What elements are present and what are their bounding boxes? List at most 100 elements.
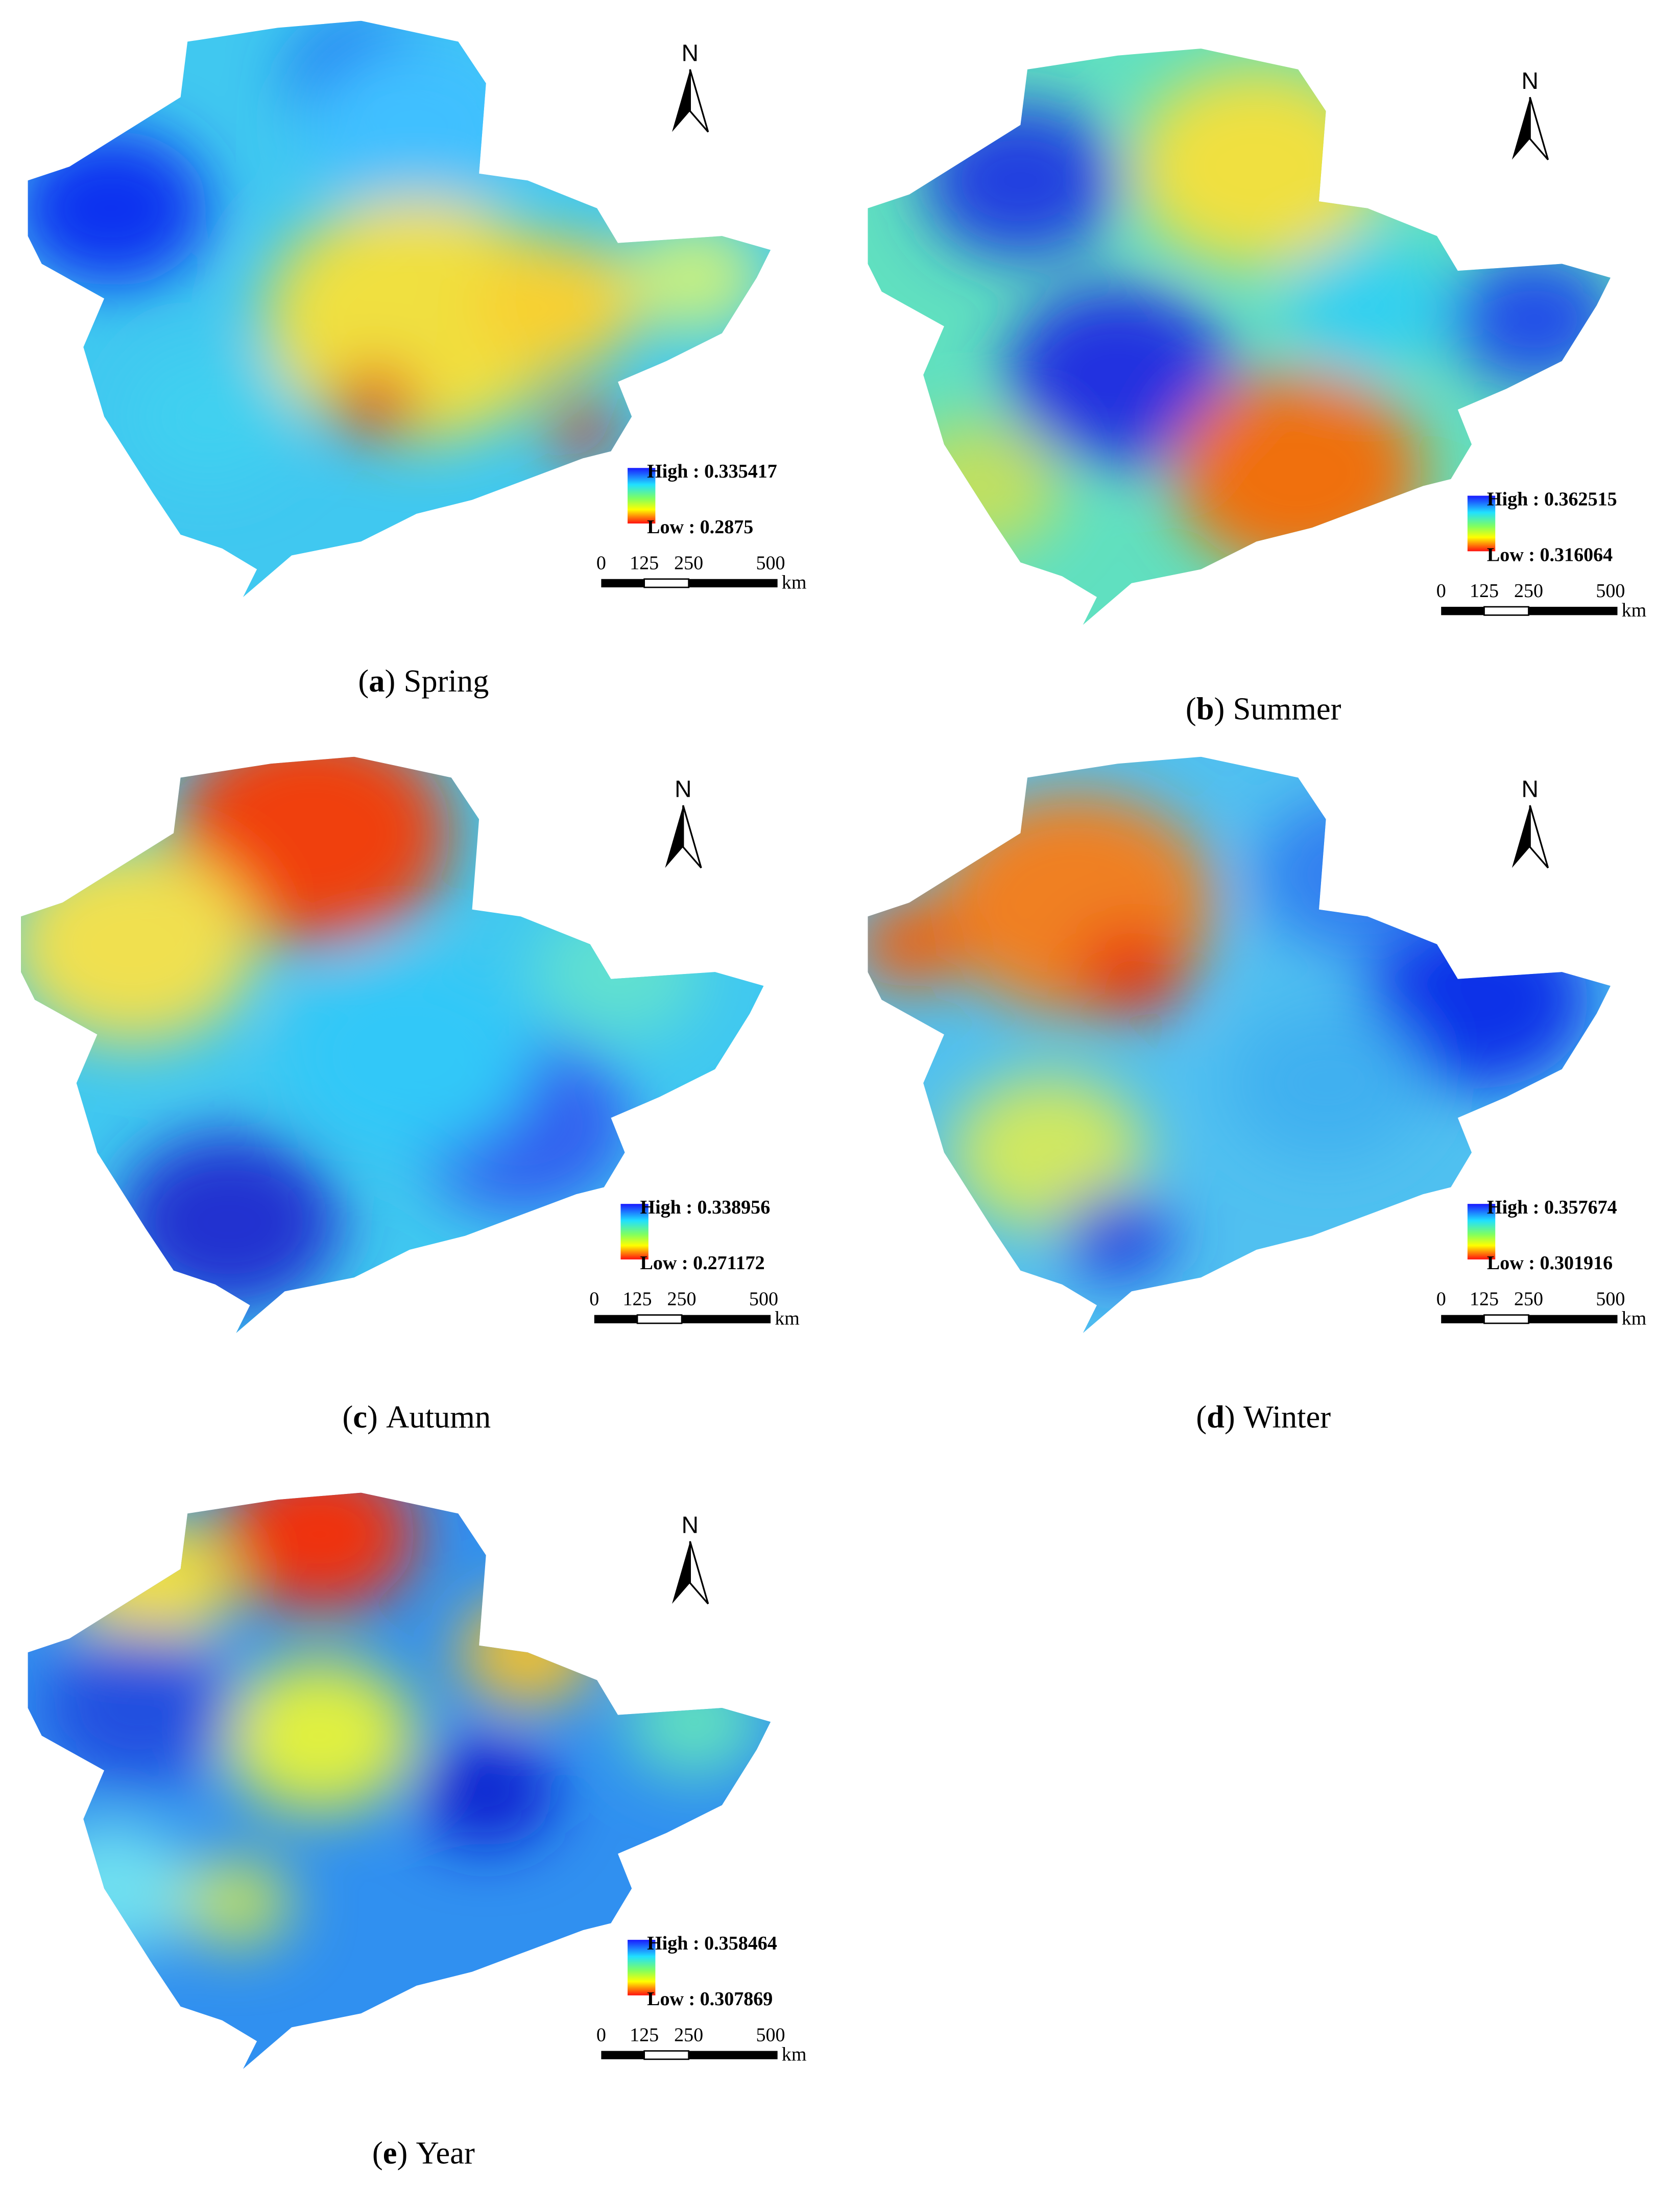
- caption-open: (: [372, 2135, 383, 2171]
- caption-text: Autumn: [386, 1399, 491, 1435]
- legend-low: Low : 0.301916: [1487, 1252, 1613, 1274]
- scale-seg: [636, 1314, 683, 1324]
- north-arrow-right: [682, 805, 702, 869]
- caption-letter: c: [353, 1399, 367, 1435]
- scale-label: 250: [1514, 580, 1543, 602]
- scale-seg: [1483, 606, 1529, 616]
- map-region: [1284, 239, 1451, 372]
- caption: (e) Year: [372, 2135, 475, 2171]
- map-region: [41, 1630, 236, 1786]
- north-arrow-left: [1511, 97, 1530, 160]
- map-region: [895, 419, 1062, 553]
- map-region: [923, 103, 1118, 258]
- map-shading: [20, 756, 702, 1311]
- map-region: [458, 1597, 597, 1708]
- scale-unit: km: [775, 1308, 800, 1329]
- scale-label: 250: [1514, 1289, 1543, 1310]
- panel: N High : 0.358464 Low : 0.307869 0 125 250 500…: [28, 1492, 807, 2171]
- scale-unit: km: [782, 572, 807, 593]
- map-shading: [28, 20, 764, 484]
- scale-seg: [682, 1315, 771, 1323]
- scale-seg: [643, 2050, 690, 2060]
- map-region: [28, 1821, 195, 1955]
- map-region: [118, 1133, 341, 1311]
- map-region: [951, 1075, 1146, 1230]
- caption-text: Summer: [1233, 691, 1341, 726]
- north-arrow-left: [1511, 805, 1530, 868]
- north-arrow-right: [689, 69, 709, 133]
- map-region: [1076, 928, 1187, 1017]
- north-label: N: [675, 776, 691, 802]
- north-arrow-right: [1529, 805, 1549, 869]
- caption-text: Winter: [1243, 1399, 1331, 1435]
- map-region: [69, 1516, 236, 1650]
- legend-high: High : 0.338956: [640, 1197, 771, 1218]
- north-arrow-left: [672, 69, 690, 132]
- scale-label: 125: [1470, 580, 1499, 602]
- scale-seg: [1483, 1314, 1529, 1324]
- map-region: [1006, 286, 1229, 464]
- north-label: N: [1522, 776, 1539, 802]
- caption-letter: a: [369, 663, 385, 699]
- panel: N High : 0.335417 Low : 0.2875 0 125 250 500km…: [28, 20, 807, 699]
- map-region: [625, 1666, 764, 1777]
- map-region: [28, 130, 208, 287]
- map-region: [20, 844, 257, 1044]
- map-region: [548, 402, 618, 459]
- scale-seg: [601, 579, 644, 588]
- map-region: [1229, 1005, 1423, 1161]
- caption: (d) Winter: [1196, 1399, 1331, 1435]
- north-label: N: [682, 40, 699, 66]
- scale-label: 250: [667, 1289, 697, 1310]
- scale-unit: km: [1622, 600, 1647, 621]
- map-region: [180, 1858, 292, 1947]
- map-region: [222, 1492, 417, 1612]
- scale-unit: km: [782, 2044, 807, 2065]
- legend-colorbar: [1467, 495, 1496, 552]
- scale-label: 500: [756, 2025, 785, 2046]
- caption-text: Year: [416, 2135, 475, 2171]
- scale-seg: [1441, 1315, 1484, 1323]
- caption-text: Spring: [404, 663, 489, 699]
- map-region: [1451, 252, 1611, 386]
- map-region: [125, 350, 292, 484]
- caption-open: (: [342, 1399, 353, 1435]
- scale-seg: [1528, 1315, 1618, 1323]
- north-arrow-left: [672, 1541, 690, 1604]
- legend-low: Low : 0.271172: [640, 1252, 765, 1274]
- legend-colorbar: [1467, 1204, 1496, 1259]
- legend-colorbar: [620, 1204, 649, 1259]
- scale-label: 125: [623, 1289, 652, 1310]
- map-region: [1062, 1191, 1173, 1280]
- map-region: [263, 197, 569, 442]
- caption-close: ): [385, 663, 395, 699]
- map-shading: [868, 791, 1590, 1280]
- map-region: [305, 36, 528, 214]
- caption: (b) Summer: [1186, 691, 1341, 726]
- map-region: [1256, 797, 1451, 953]
- legend-colorbar: [628, 468, 656, 524]
- north-label: N: [1522, 67, 1539, 94]
- scale-seg: [688, 2051, 778, 2059]
- legend-high: High : 0.362515: [1487, 489, 1617, 510]
- scale-label: 500: [749, 1289, 778, 1310]
- scale-label: 500: [1596, 580, 1625, 602]
- scale-label: 0: [589, 1289, 599, 1310]
- scale-label: 0: [596, 553, 606, 574]
- north-label: N: [682, 1511, 699, 1538]
- map-region: [284, 955, 535, 1155]
- caption-open: (: [1186, 691, 1196, 726]
- caption-close: ): [1225, 1399, 1235, 1435]
- caption-open: (: [358, 663, 369, 699]
- caption: (c) Autumn: [342, 1399, 491, 1435]
- map-region: [333, 369, 417, 436]
- map-region: [416, 1736, 556, 1847]
- map-region: [868, 899, 965, 989]
- scale-label: 500: [756, 553, 785, 574]
- caption-close: ): [367, 1399, 378, 1435]
- map-region: [222, 1658, 417, 1814]
- legend-low: Low : 0.316064: [1487, 544, 1613, 565]
- scale-seg: [643, 578, 690, 588]
- scale-seg: [594, 1315, 638, 1323]
